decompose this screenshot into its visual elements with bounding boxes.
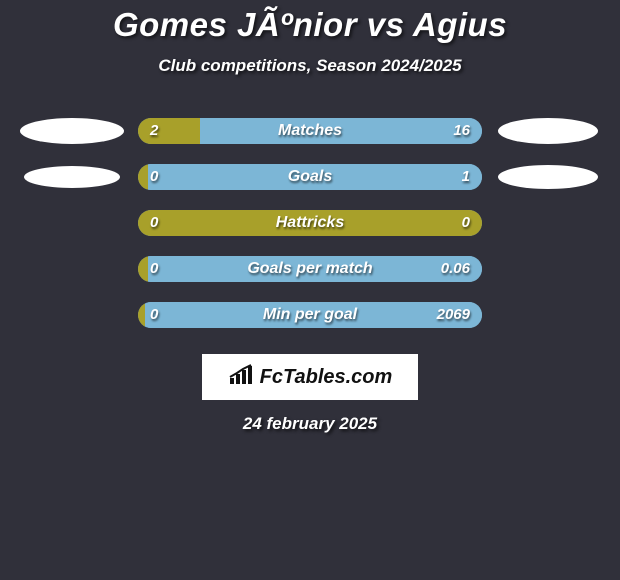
- stat-right-value: 16: [453, 118, 470, 144]
- stat-bar: 0Goals1: [138, 164, 482, 190]
- stat-bar: 0Hattricks0: [138, 210, 482, 236]
- ellipse-icon: [20, 118, 124, 144]
- stat-label: Goals: [138, 164, 482, 190]
- stat-bar: 2Matches16: [138, 118, 482, 144]
- stat-right-value: 2069: [437, 302, 470, 328]
- stat-right-value: 0.06: [441, 256, 470, 282]
- stat-right-value: 1: [462, 164, 470, 190]
- right-team-icon-slot: [492, 210, 604, 236]
- left-team-icon-slot: [16, 302, 128, 328]
- subtitle: Club competitions, Season 2024/2025: [0, 56, 620, 76]
- stat-row: 0Goals1: [0, 164, 620, 190]
- stat-right-value: 0: [462, 210, 470, 236]
- stat-label: Goals per match: [138, 256, 482, 282]
- stat-bars-container: 2Matches160Goals10Hattricks00Goals per m…: [0, 118, 620, 328]
- source-logo-box: FcTables.com: [202, 354, 418, 400]
- stat-label: Min per goal: [138, 302, 482, 328]
- chart-icon: [228, 364, 254, 391]
- right-team-icon-slot: [492, 256, 604, 282]
- right-team-icon-slot: [492, 164, 604, 190]
- stat-bar: 0Min per goal2069: [138, 302, 482, 328]
- right-team-icon-slot: [492, 118, 604, 144]
- right-team-icon-slot: [492, 302, 604, 328]
- stat-row: 0Min per goal2069: [0, 302, 620, 328]
- ellipse-icon: [498, 118, 598, 144]
- stat-row: 2Matches16: [0, 118, 620, 144]
- ellipse-icon: [498, 165, 598, 189]
- page-title: Gomes JÃºnior vs Agius: [0, 6, 620, 44]
- comparison-infographic: Gomes JÃºnior vs Agius Club competitions…: [0, 0, 620, 434]
- stat-bar: 0Goals per match0.06: [138, 256, 482, 282]
- left-team-icon-slot: [16, 118, 128, 144]
- stat-row: 0Goals per match0.06: [0, 256, 620, 282]
- snapshot-date: 24 february 2025: [0, 414, 620, 434]
- stat-label: Matches: [138, 118, 482, 144]
- stat-label: Hattricks: [138, 210, 482, 236]
- left-team-icon-slot: [16, 210, 128, 236]
- ellipse-icon: [24, 166, 120, 188]
- source-logo-text: FcTables.com: [260, 366, 393, 389]
- left-team-icon-slot: [16, 256, 128, 282]
- stat-row: 0Hattricks0: [0, 210, 620, 236]
- left-team-icon-slot: [16, 164, 128, 190]
